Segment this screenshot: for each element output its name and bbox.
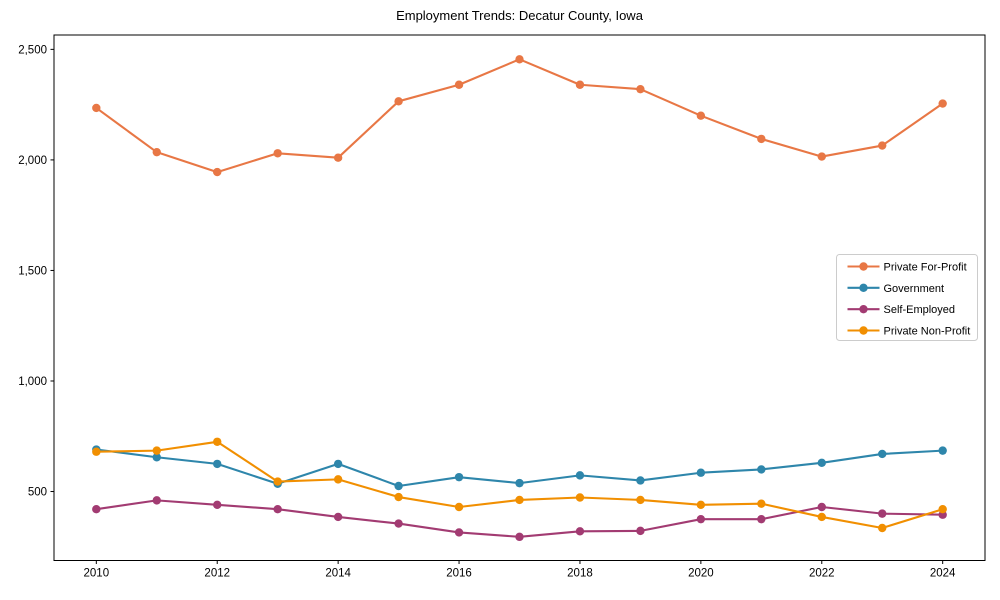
- series-marker-private-for-profit: [636, 84, 645, 94]
- series-marker-private-non-profit: [817, 512, 826, 522]
- series-marker-private-for-profit: [878, 141, 887, 150]
- series-marker-private-non-profit: [515, 495, 524, 505]
- series-marker-self-employed: [152, 496, 161, 505]
- x-tick-label: 2018: [567, 568, 593, 580]
- legend-label: Private Non-Profit: [884, 325, 971, 337]
- series-marker-government: [515, 478, 524, 488]
- series-marker-private-non-profit: [92, 447, 101, 456]
- legend-label: Self-Employed: [884, 304, 956, 316]
- plot-area-frame: [53, 34, 986, 561]
- series-marker-private-non-profit: [757, 499, 766, 508]
- legend-marker: [859, 326, 868, 335]
- series-marker-government: [817, 458, 826, 467]
- series-marker-self-employed: [273, 505, 282, 514]
- x-tick-label: 2014: [325, 568, 351, 580]
- series-marker-private-non-profit: [696, 500, 706, 509]
- series-marker-government: [938, 446, 947, 455]
- series-line-self-employed: [95, 499, 944, 538]
- series-marker-self-employed: [575, 527, 585, 536]
- series-marker-private-non-profit: [152, 446, 161, 455]
- series-marker-private-for-profit: [938, 99, 947, 108]
- series-marker-private-for-profit: [454, 80, 464, 89]
- series-marker-private-for-profit: [152, 147, 161, 157]
- y-tick-label: 2,000: [18, 155, 47, 167]
- series-marker-private-for-profit: [817, 152, 826, 161]
- legend-marker: [859, 262, 868, 271]
- series-marker-self-employed: [636, 526, 645, 536]
- x-tick-label: 2020: [688, 568, 714, 580]
- series-marker-government: [394, 481, 403, 491]
- series-marker-private-non-profit: [273, 477, 282, 486]
- series-marker-self-employed: [92, 505, 101, 514]
- series-marker-private-non-profit: [575, 493, 585, 502]
- chart-title: Employment Trends: Decatur County, Iowa: [396, 8, 643, 23]
- series-marker-government: [878, 449, 887, 459]
- x-tick-label: 2022: [809, 568, 835, 580]
- series-marker-self-employed: [515, 532, 524, 542]
- legend-marker: [859, 283, 868, 293]
- y-tick-label: 1,500: [18, 265, 47, 277]
- series-marker-self-employed: [394, 519, 403, 528]
- series-marker-government: [454, 472, 464, 482]
- series-marker-self-employed: [333, 512, 343, 522]
- x-tick-label: 2016: [446, 568, 472, 580]
- series-marker-self-employed: [878, 509, 887, 518]
- series-marker-private-for-profit: [575, 80, 585, 89]
- series-marker-private-non-profit: [454, 502, 464, 512]
- series-marker-private-non-profit: [938, 505, 947, 514]
- series-marker-private-non-profit: [333, 475, 343, 484]
- series-marker-private-non-profit: [394, 492, 403, 502]
- legend-box: [836, 254, 978, 341]
- x-tick-label: 2012: [204, 568, 230, 580]
- series-marker-self-employed: [817, 502, 826, 512]
- y-tick-label: 2,500: [18, 44, 47, 56]
- series-marker-government: [213, 459, 222, 469]
- series-line-private-for-profit: [95, 58, 944, 174]
- x-tick-label: 2010: [84, 568, 110, 580]
- y-tick-label: 500: [28, 487, 47, 499]
- series-marker-self-employed: [454, 528, 464, 537]
- series-marker-private-for-profit: [333, 153, 343, 162]
- legend-label: Private For-Profit: [884, 262, 967, 274]
- legend-marker: [859, 304, 868, 314]
- series-marker-private-for-profit: [757, 134, 766, 144]
- series-marker-government: [575, 471, 585, 480]
- series-marker-government: [333, 459, 343, 469]
- y-tick-label: 1,000: [18, 376, 47, 388]
- series-marker-private-non-profit: [878, 523, 887, 533]
- legend: Private For-Profit Government Self-Employe…: [836, 254, 978, 341]
- series-marker-government: [757, 465, 766, 474]
- series-marker-private-for-profit: [515, 55, 524, 64]
- series-marker-private-non-profit: [636, 495, 645, 505]
- series-marker-private-for-profit: [92, 103, 101, 113]
- x-tick-label: 2024: [930, 568, 956, 580]
- series-marker-government: [696, 468, 706, 477]
- series-marker-self-employed: [757, 514, 766, 524]
- series-marker-private-for-profit: [696, 111, 706, 120]
- series-marker-private-for-profit: [273, 149, 282, 158]
- series-marker-government: [636, 476, 645, 485]
- series-marker-private-for-profit: [213, 167, 222, 177]
- series-marker-private-for-profit: [394, 97, 403, 106]
- series-marker-private-non-profit: [213, 437, 222, 446]
- series-marker-self-employed: [696, 514, 706, 524]
- series-marker-government: [152, 453, 161, 462]
- series-marker-self-employed: [213, 500, 222, 509]
- legend-label: Government: [884, 283, 945, 295]
